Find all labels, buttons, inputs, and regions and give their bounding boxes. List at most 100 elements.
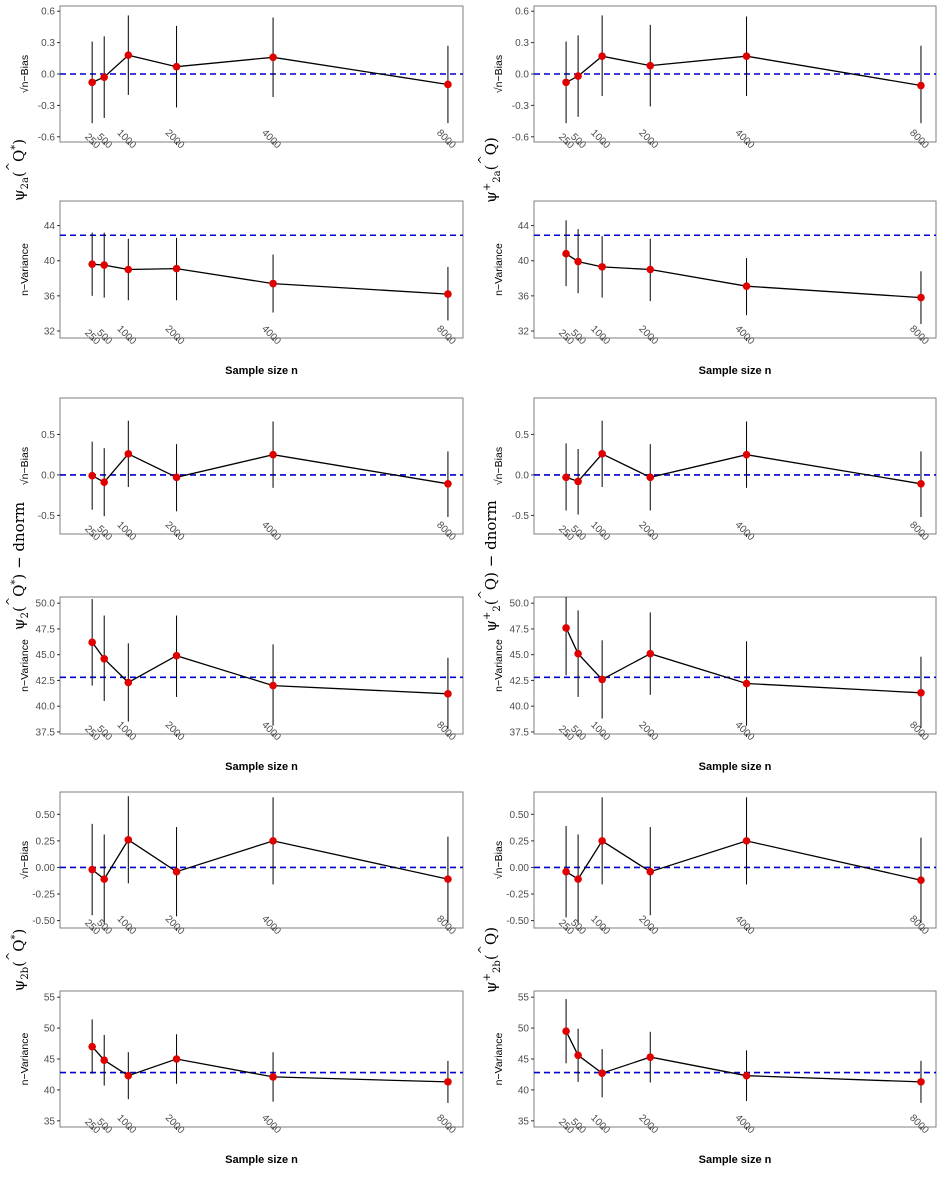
y-tick-label: 50.0 — [510, 599, 530, 610]
x-tick-label: 2000 — [636, 720, 660, 744]
x-tick-label: 8000 — [434, 720, 458, 744]
panel-border — [59, 397, 464, 535]
y-axis-label: n−Variance — [19, 639, 31, 692]
data-point — [742, 1071, 751, 1080]
x-tick-label: 1000 — [588, 720, 612, 744]
x-tick-label: 8000 — [434, 914, 458, 938]
x-tick-label: 2000 — [163, 520, 187, 544]
x-axis-label: Sample size n — [225, 365, 298, 377]
data-point — [88, 260, 96, 269]
data-point — [269, 450, 277, 459]
x-axis-label: Sample size n — [225, 1154, 298, 1166]
data-point — [646, 61, 655, 70]
y-tick-label: 0.0 — [41, 470, 55, 481]
x-tick-label: 2000 — [163, 914, 187, 938]
series-line — [92, 263, 448, 295]
data-point — [742, 52, 751, 61]
y-tick-label: 0.3 — [515, 38, 529, 49]
data-point — [598, 1069, 606, 1078]
panel-border — [533, 990, 937, 1128]
series-line — [91, 54, 448, 86]
x-tick-label: 1000 — [114, 128, 138, 152]
x-tick-label: 8000 — [907, 520, 931, 544]
x-tick-label: 2000 — [163, 720, 187, 744]
x-tick-label: 2000 — [636, 324, 660, 348]
y-tick-label: 40.0 — [36, 702, 56, 713]
y-tick-label: 40.0 — [510, 702, 530, 713]
data-point — [269, 53, 277, 62]
data-point — [172, 651, 181, 660]
data-point — [172, 867, 181, 876]
data-point — [100, 478, 109, 486]
data-point — [917, 1078, 925, 1086]
x-tick-label: 8000 — [907, 324, 931, 348]
data-point — [444, 480, 452, 488]
data-point — [269, 681, 277, 690]
data-point — [574, 257, 582, 266]
data-point — [598, 675, 606, 684]
y-axis-label: n−Variance — [19, 243, 31, 296]
data-point — [917, 688, 925, 697]
x-tick-label: 1000 — [114, 324, 138, 348]
y-tick-label: 0.50 — [36, 810, 56, 821]
y-tick-label: -0.50 — [506, 916, 529, 927]
data-point — [646, 265, 655, 274]
y-tick-label: 50 — [44, 1024, 56, 1035]
x-tick-label: 2000 — [163, 128, 187, 152]
data-point — [100, 875, 109, 883]
data-point — [88, 1042, 96, 1051]
data-point — [172, 473, 181, 482]
data-point — [742, 282, 751, 290]
series-line — [565, 253, 922, 299]
y-tick-label: 0.25 — [36, 836, 56, 847]
x-axis-label: Sample size n — [225, 761, 298, 773]
x-tick-label: 2000 — [636, 128, 660, 152]
data-point — [574, 72, 582, 80]
y-tick-label: 50 — [518, 1024, 530, 1035]
series-line — [565, 453, 922, 485]
y-tick-label: -0.25 — [32, 890, 55, 901]
x-tick-label: 500 — [568, 328, 588, 348]
data-point — [646, 473, 655, 482]
y-tick-label: -0.6 — [38, 132, 56, 143]
x-tick-label: 4000 — [733, 914, 757, 938]
y-tick-label: 0.6 — [515, 7, 529, 18]
data-point — [172, 62, 181, 71]
x-tick-label: 500 — [94, 1117, 114, 1137]
x-tick-label: 500 — [568, 132, 588, 152]
y-tick-label: 45 — [518, 1055, 530, 1066]
data-point — [917, 876, 925, 884]
y-axis-label: √n−Bias — [19, 841, 31, 879]
panel-border — [533, 596, 937, 735]
row-label-3-right: ψ+2b(^Q) — [476, 927, 503, 993]
y-tick-label: -0.25 — [506, 890, 529, 901]
x-axis-label: Sample size n — [699, 1154, 772, 1166]
data-point — [598, 263, 606, 271]
y-axis-label: √n−Bias — [493, 447, 505, 485]
data-point — [444, 1078, 452, 1086]
data-point — [598, 52, 606, 61]
y-tick-label: 37.5 — [36, 727, 56, 738]
y-tick-label: -0.5 — [512, 511, 530, 522]
y-tick-label: 0.0 — [515, 470, 529, 481]
y-tick-label: 0.5 — [41, 430, 55, 441]
x-tick-label: 4000 — [733, 324, 757, 348]
y-tick-label: 37.5 — [510, 727, 530, 738]
data-point — [100, 73, 109, 81]
x-tick-label: 2000 — [163, 1113, 187, 1137]
data-point — [124, 1071, 133, 1080]
data-point — [124, 678, 133, 687]
x-tick-label: 500 — [94, 132, 114, 152]
y-tick-label: 35 — [44, 1116, 56, 1127]
data-point — [562, 249, 570, 258]
data-point — [172, 264, 181, 273]
y-tick-label: 36 — [518, 291, 530, 302]
x-tick-label: 500 — [94, 328, 114, 348]
x-tick-label: 8000 — [907, 128, 931, 152]
row-label-2-right: ψ+2(^Q) − dnorm — [476, 500, 503, 632]
x-tick-label: 500 — [94, 724, 114, 744]
